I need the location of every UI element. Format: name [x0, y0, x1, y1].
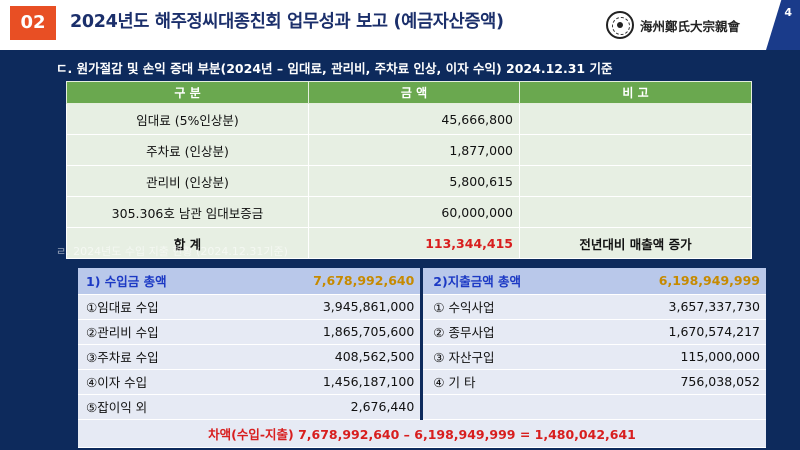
row-amount: 60,000,000: [308, 196, 520, 228]
income-item-amount: 3,945,861,000: [225, 294, 422, 320]
table-row: ③주차료 수입 408,562,500 ③ 자산구입 115,000,000: [78, 344, 766, 370]
income-item-amount: 1,865,705,600: [225, 319, 422, 345]
row-amount: 45,666,800: [308, 103, 520, 135]
row-amount: 5,800,615: [308, 165, 520, 197]
income-item-amount: 408,562,500: [225, 344, 422, 370]
expense-item-label: ② 종무사업: [420, 319, 570, 345]
section-number: 02: [10, 6, 56, 40]
expense-item-amount: 1,670,574,217: [569, 319, 766, 345]
row-label: 305.306호 남관 임대보증금: [66, 196, 309, 228]
corner-decoration: [766, 0, 800, 50]
expense-total-amount: 6,198,949,999: [569, 268, 766, 295]
expense-item-amount: 3,657,337,730: [569, 294, 766, 320]
row-note: [519, 196, 752, 228]
total-label: 합 계: [66, 227, 309, 259]
income-expense-table: 1) 수입금 총액 7,678,992,640 2)지출금액 총액 6,198,…: [78, 268, 766, 448]
table-row: ⑤잡이익 외 2,676,440: [78, 394, 766, 420]
column-header-amount: 금 액: [308, 81, 520, 104]
table-row: ①임대료 수입 3,945,861,000 ① 수익사업 3,657,337,7…: [78, 294, 766, 320]
difference-row: 차액(수입-지출) 7,678,992,640 – 6,198,949,999 …: [78, 419, 766, 448]
row-label: 주차료 (인상분): [66, 134, 309, 166]
income-item-amount: 1,456,187,100: [225, 369, 422, 395]
total-note: 전년대비 매출액 증가: [519, 227, 752, 259]
expense-item-label: ① 수익사업: [420, 294, 570, 320]
income-item-amount: 2,676,440: [225, 394, 422, 420]
column-header-category: 구 분: [66, 81, 309, 104]
page-number: 4: [784, 6, 792, 19]
table-header-row: 구 분 금 액 비 고: [66, 81, 752, 104]
page-title: 2024년도 해주정씨대종친회 업무성과 보고 (예금자산증액): [70, 12, 504, 32]
table-row: 주차료 (인상분) 1,877,000: [66, 134, 752, 166]
expense-item-label: ③ 자산구입: [420, 344, 570, 370]
column-header-note: 비 고: [519, 81, 752, 104]
section1-title: ㄷ. 원가절감 및 손익 증대 부분(2024년 – 임대료, 관리비, 주차료…: [56, 61, 613, 76]
row-note: [519, 134, 752, 166]
table-row: 관리비 (인상분) 5,800,615: [66, 165, 752, 197]
cost-saving-table: 구 분 금 액 비 고 임대료 (5%인상분) 45,666,800 주차료 (…: [66, 81, 752, 259]
table-row: 305.306호 남관 임대보증금 60,000,000: [66, 196, 752, 228]
expense-item-label: [420, 394, 570, 420]
income-total-label: 1) 수입금 총액: [78, 268, 226, 295]
clan-logo-text: 海州鄭氏大宗親會: [640, 18, 741, 34]
row-label: 임대료 (5%인상분): [66, 103, 309, 135]
clan-logo: 海州鄭氏大宗親會: [606, 8, 740, 42]
table-row: ④이자 수입 1,456,187,100 ④ 기 타 756,038,052: [78, 369, 766, 395]
total-amount: 113,344,415: [308, 227, 520, 259]
slide-header: 02 2024년도 해주정씨대종친회 업무성과 보고 (예금자산증액) 海州鄭氏…: [0, 0, 800, 50]
summary-header-row: 1) 수입금 총액 7,678,992,640 2)지출금액 총액 6,198,…: [78, 268, 766, 295]
section2-title: ㄹ. 2024년도 수입 지출 현황 (2024.12.31기준): [56, 245, 288, 258]
expense-item-amount: 115,000,000: [569, 344, 766, 370]
expense-item-amount: [569, 394, 766, 420]
income-item-label: ④이자 수입: [78, 369, 226, 395]
row-note: [519, 103, 752, 135]
total-row: 합 계 113,344,415 전년대비 매출액 증가: [66, 227, 752, 259]
row-amount: 1,877,000: [308, 134, 520, 166]
income-item-label: ②관리비 수입: [78, 319, 226, 345]
table-row: ②관리비 수입 1,865,705,600 ② 종무사업 1,670,574,2…: [78, 319, 766, 345]
table-row: 임대료 (5%인상분) 45,666,800: [66, 103, 752, 135]
row-label: 관리비 (인상분): [66, 165, 309, 197]
income-total-amount: 7,678,992,640: [225, 268, 422, 295]
income-item-label: ③주차료 수입: [78, 344, 226, 370]
difference-text: 차액(수입-지출) 7,678,992,640 – 6,198,949,999 …: [78, 419, 766, 448]
income-item-label: ①임대료 수입: [78, 294, 226, 320]
expense-total-label: 2)지출금액 총액: [420, 268, 570, 295]
expense-item-label: ④ 기 타: [420, 369, 570, 395]
income-item-label: ⑤잡이익 외: [78, 394, 226, 420]
expense-item-amount: 756,038,052: [569, 369, 766, 395]
clan-seal-icon: [606, 11, 634, 39]
row-note: [519, 165, 752, 197]
